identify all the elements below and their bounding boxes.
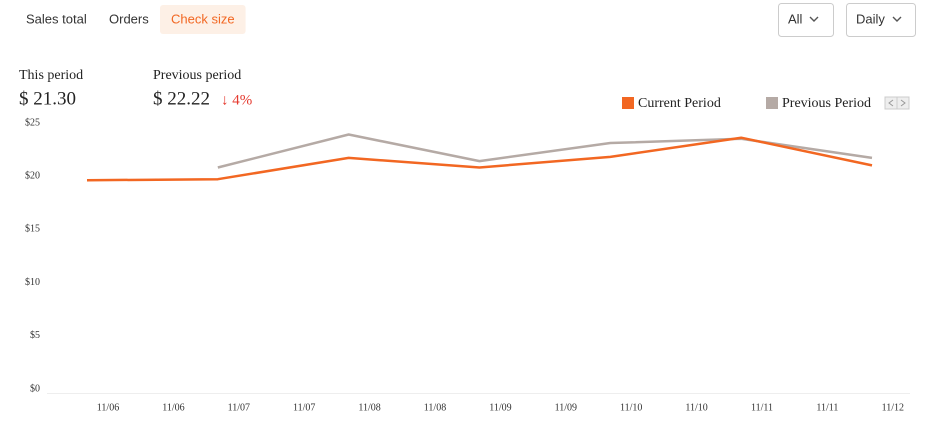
- tab[interactable]: Orders: [109, 11, 149, 26]
- summary-value: $ 21.30: [19, 88, 76, 109]
- nav-arrow: [900, 99, 906, 107]
- nav-button[interactable]: [896, 96, 910, 110]
- x-tick-label: 11/11: [751, 402, 773, 413]
- summary-label: Previous period: [153, 68, 241, 83]
- x-tick-label: 11/09: [555, 402, 577, 413]
- x-tick-label: 11/10: [620, 402, 642, 413]
- nav-arrow: [888, 99, 894, 107]
- x-tick-label: 11/07: [228, 402, 250, 413]
- summary-value: $ 22.22: [153, 88, 210, 109]
- chevron: [809, 16, 819, 22]
- nav-button[interactable]: [884, 96, 898, 110]
- x-tick-label: 11/08: [358, 402, 380, 413]
- x-tick-label: 11/10: [685, 402, 707, 413]
- y-tick-label: $20: [25, 170, 40, 181]
- dropdown-box: [846, 3, 916, 37]
- active-tab-bg: [160, 5, 246, 34]
- y-tick-label: $0: [30, 383, 40, 394]
- dropdown-label: Daily: [856, 11, 885, 26]
- tab[interactable]: Sales total: [26, 11, 87, 26]
- y-tick-label: $5: [30, 330, 40, 341]
- legend-label: Previous Period: [782, 96, 871, 111]
- tab[interactable]: Check size: [171, 11, 235, 26]
- dropdown-label: All: [788, 11, 803, 26]
- dropdown[interactable]: Daily: [846, 3, 916, 37]
- x-tick-label: 11/12: [882, 402, 904, 413]
- dropdown[interactable]: All: [778, 3, 834, 37]
- y-tick-label: $10: [25, 277, 40, 288]
- x-tick-label: 11/09: [489, 402, 511, 413]
- legend-label: Current Period: [638, 96, 721, 111]
- series-line: [86, 136, 873, 182]
- legend-swatch: [766, 97, 778, 109]
- x-tick-label: 11/11: [816, 402, 838, 413]
- summary-label: This period: [19, 68, 83, 83]
- x-tick-label: 11/07: [293, 402, 315, 413]
- y-tick-label: $15: [25, 224, 40, 235]
- legend-swatch: [622, 97, 634, 109]
- y-tick-label: $25: [25, 117, 40, 128]
- x-tick-label: 11/08: [424, 402, 446, 413]
- x-tick-label: 11/06: [162, 402, 184, 413]
- dropdown-box: [778, 3, 834, 37]
- x-tick-label: 11/06: [97, 402, 119, 413]
- change: ↓ 4%: [221, 92, 252, 108]
- chevron: [892, 16, 902, 22]
- legend-nav[interactable]: [884, 96, 910, 110]
